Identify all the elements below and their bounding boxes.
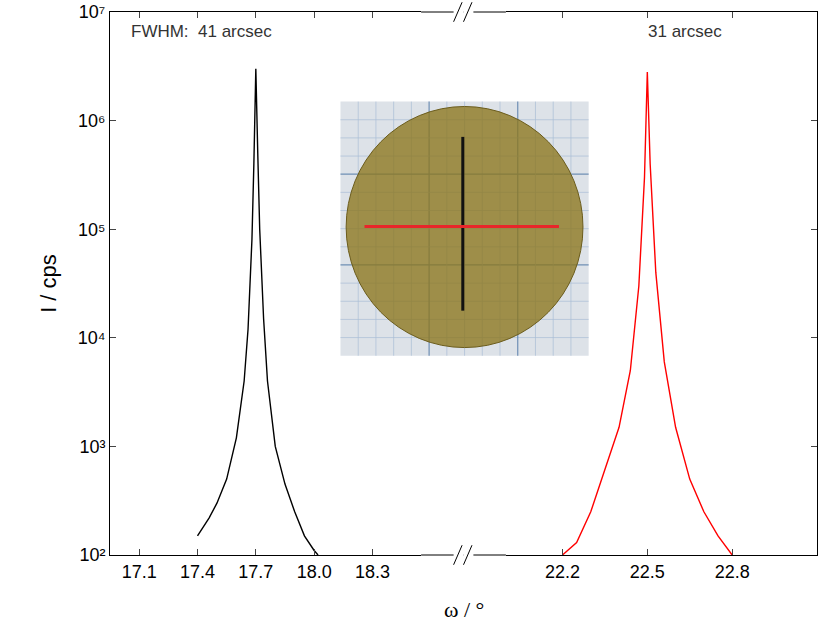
svg-text:18.3: 18.3	[355, 562, 390, 582]
svg-text:I / cps: I / cps	[36, 254, 61, 313]
svg-text:31 arcsec: 31 arcsec	[648, 22, 722, 41]
svg-text:17.1: 17.1	[122, 562, 157, 582]
svg-text:10³: 10³	[79, 437, 105, 457]
svg-text:17.4: 17.4	[180, 562, 215, 582]
svg-text:FWHM: 41 arcsec: FWHM: 41 arcsec	[131, 22, 272, 41]
svg-text:ω / °: ω / °	[444, 597, 484, 622]
svg-text:10⁴: 10⁴	[78, 328, 106, 348]
svg-text:10⁷: 10⁷	[79, 2, 106, 22]
svg-text:22.5: 22.5	[630, 562, 665, 582]
svg-text:22.2: 22.2	[545, 562, 580, 582]
svg-text:10²: 10²	[79, 545, 105, 565]
svg-text:18.0: 18.0	[297, 562, 332, 582]
svg-text:17.7: 17.7	[238, 562, 273, 582]
svg-text:22.8: 22.8	[715, 562, 750, 582]
svg-text:10⁶: 10⁶	[78, 111, 105, 131]
svg-text:10⁵: 10⁵	[78, 220, 105, 240]
